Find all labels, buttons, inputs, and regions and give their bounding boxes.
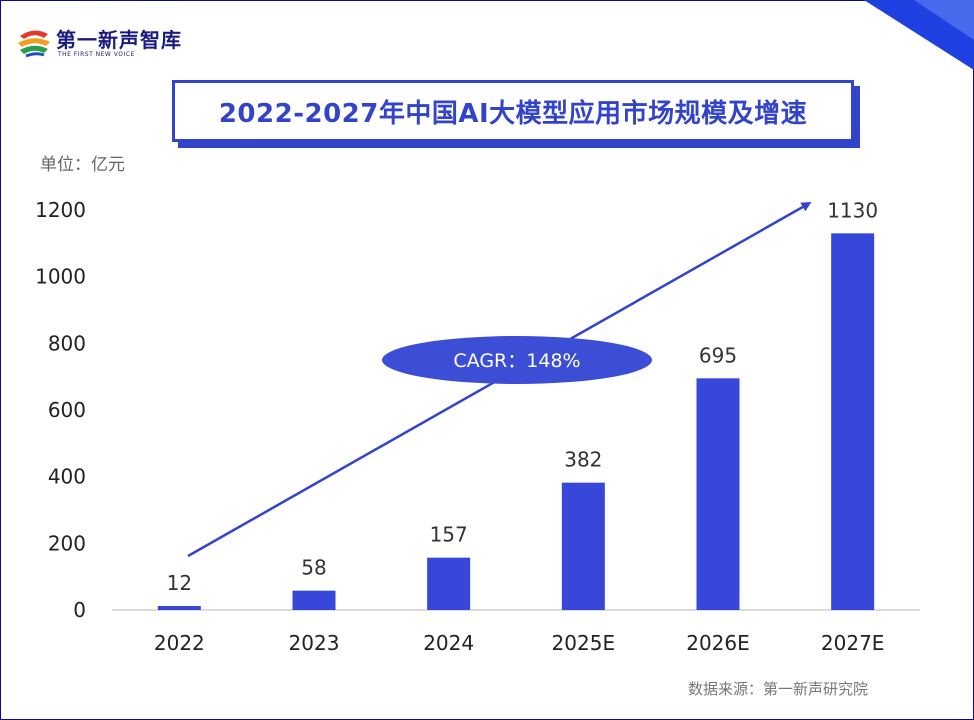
y-tick-label: 1000 (35, 265, 86, 289)
cagr-label: CAGR：148% (453, 350, 580, 372)
source-label: 数据来源：第一新声研究院 (688, 680, 869, 698)
data-label: 12 (167, 571, 192, 595)
y-tick-label: 800 (48, 331, 86, 355)
data-label: 58 (301, 556, 326, 580)
y-tick-label: 0 (73, 598, 86, 622)
y-tick-label: 1200 (35, 198, 86, 222)
title-box: 2022-2027年中国AI大模型应用市场规模及增速 (172, 80, 854, 142)
data-label: 695 (699, 343, 737, 367)
x-tick-label: 2022 (154, 631, 205, 655)
chart-title: 2022-2027年中国AI大模型应用市场规模及增速 (218, 98, 808, 129)
y-tick-label: 400 (48, 465, 86, 489)
bars (157, 233, 875, 611)
y-tick-label: 200 (48, 531, 86, 555)
x-axis: 2022 2023 2024 2025E 2026E 2027E (154, 631, 885, 655)
unit-label: 单位：亿元 (40, 155, 125, 175)
logo-icon (18, 30, 50, 58)
bar (157, 606, 201, 610)
logo-tagline: THE FIRST NEW VOICE (58, 51, 135, 58)
x-tick-label: 2024 (423, 631, 474, 655)
bar (292, 590, 336, 610)
bar (831, 233, 875, 611)
x-tick-label: 2023 (289, 631, 340, 655)
bar (427, 557, 471, 610)
corner-decoration-light (914, 0, 974, 40)
data-label: 157 (430, 523, 468, 547)
y-axis: 0 200 400 600 800 1000 1200 (35, 198, 86, 622)
x-tick-label: 2025E (552, 631, 616, 655)
bar (696, 378, 740, 610)
bar (561, 482, 605, 610)
data-label: 382 (564, 448, 602, 472)
data-label: 1130 (827, 198, 878, 222)
x-tick-label: 2027E (821, 631, 885, 655)
cagr-ellipse (382, 336, 652, 384)
data-labels: 12 58 157 382 695 1130 (167, 198, 879, 595)
y-tick-label: 600 (48, 398, 86, 422)
x-tick-label: 2026E (686, 631, 750, 655)
logo-name: 第一新声智库 (56, 28, 182, 52)
